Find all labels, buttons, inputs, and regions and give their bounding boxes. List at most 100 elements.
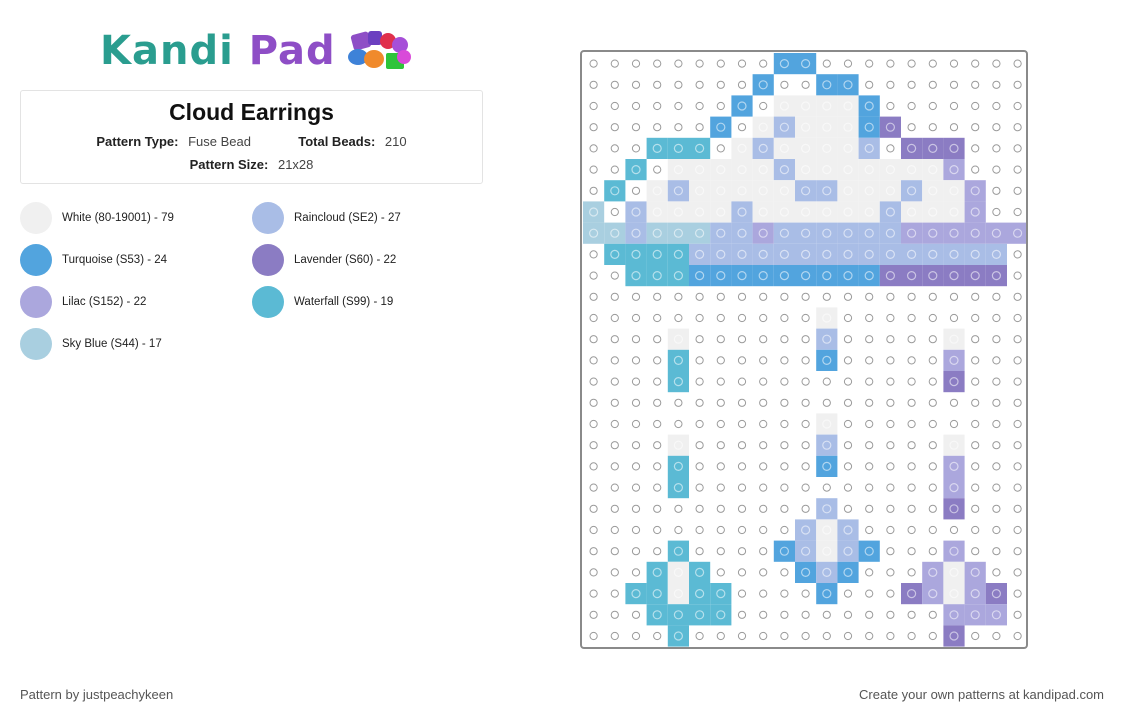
bead-hole <box>928 249 938 259</box>
bead <box>901 265 923 287</box>
bead-hole <box>970 228 980 238</box>
empty-peg <box>589 271 598 280</box>
bead <box>943 371 965 393</box>
bead-hole <box>928 228 938 238</box>
bead <box>773 540 795 562</box>
empty-peg <box>631 292 641 301</box>
empty-peg <box>992 441 1001 450</box>
empty-peg <box>992 568 1001 577</box>
empty-peg <box>907 568 916 577</box>
bead <box>689 159 711 181</box>
empty-peg <box>589 356 598 365</box>
empty-peg <box>610 631 619 641</box>
bead-hole <box>822 122 832 132</box>
bead-hole <box>610 186 620 196</box>
empty-peg <box>886 419 895 429</box>
bead <box>710 243 732 265</box>
bead <box>816 498 838 520</box>
empty-peg <box>992 101 1001 111</box>
bead <box>710 159 732 181</box>
empty-peg <box>1013 462 1022 471</box>
bead <box>837 159 859 181</box>
empty-peg <box>865 441 874 450</box>
empty-peg <box>992 377 1001 386</box>
bead-hole <box>716 249 726 259</box>
bead <box>943 540 965 562</box>
bead-hole <box>822 143 832 154</box>
bead-hole <box>779 143 789 154</box>
empty-peg <box>589 483 598 492</box>
empty-peg <box>907 398 916 407</box>
bead-hole <box>801 546 811 556</box>
empty-peg <box>653 59 662 68</box>
pattern-title: Cloud Earrings <box>169 99 334 125</box>
empty-peg <box>843 462 853 471</box>
empty-peg <box>631 483 641 492</box>
empty-peg <box>589 186 598 195</box>
empty-peg <box>928 335 937 344</box>
empty-peg <box>907 377 916 386</box>
empty-peg <box>949 525 959 535</box>
bead <box>943 180 965 202</box>
empty-peg <box>631 462 641 471</box>
legend-item: Raincloud (SE2) - 27 <box>252 202 480 234</box>
empty-peg <box>653 398 662 407</box>
bead-hole <box>864 228 874 238</box>
empty-peg <box>971 547 980 556</box>
empty-peg <box>631 441 641 450</box>
empty-peg <box>949 101 959 111</box>
empty-peg <box>737 568 747 577</box>
kandipad-logo[interactable]: Kandi Pad <box>100 26 416 76</box>
bead <box>985 604 1007 626</box>
bead <box>604 243 626 265</box>
bead-hole <box>949 334 959 344</box>
bead <box>752 265 774 287</box>
empty-peg <box>759 59 768 68</box>
bead <box>964 265 986 287</box>
bead-hole <box>631 207 641 217</box>
empty-peg <box>992 547 1001 556</box>
bead-hole <box>694 271 705 281</box>
empty-peg <box>759 101 768 111</box>
empty-peg <box>610 462 619 471</box>
empty-peg <box>589 101 598 111</box>
bead-hole <box>673 143 684 154</box>
bead <box>689 265 711 287</box>
empty-peg <box>843 398 853 407</box>
bead <box>667 540 689 562</box>
empty-peg <box>695 441 704 450</box>
bead <box>837 540 859 562</box>
empty-peg <box>801 377 810 386</box>
empty-peg <box>822 292 831 301</box>
bead <box>943 265 965 287</box>
bead-hole <box>822 567 832 578</box>
bead-hole <box>843 164 853 175</box>
empty-peg <box>928 483 937 492</box>
bead-hole <box>991 249 1001 259</box>
bead <box>943 477 965 499</box>
color-swatch <box>252 244 284 276</box>
empty-peg <box>780 356 789 365</box>
bead-hole <box>737 101 747 111</box>
empty-peg <box>886 631 895 641</box>
bead-hole <box>694 186 705 196</box>
legend-label: Waterfall (S99) - 19 <box>294 296 394 308</box>
bead-hole <box>822 588 832 599</box>
empty-peg <box>737 441 747 450</box>
empty-peg <box>843 483 853 492</box>
bead <box>837 116 859 138</box>
bead <box>943 434 965 456</box>
bead-hole <box>843 567 853 578</box>
bead-hole <box>801 122 811 132</box>
bead <box>922 159 944 181</box>
bead-hole <box>843 525 853 535</box>
empty-peg <box>716 356 725 365</box>
empty-peg <box>886 101 895 111</box>
pattern-size-row: Pattern Size: 21x28 <box>21 157 482 172</box>
bead <box>943 349 965 371</box>
empty-peg <box>971 80 980 89</box>
bead-hole <box>673 228 684 238</box>
bead <box>964 604 986 626</box>
empty-peg <box>1013 525 1022 535</box>
kandipad-cta-link[interactable]: Create your own patterns at kandipad.com <box>859 687 1104 702</box>
